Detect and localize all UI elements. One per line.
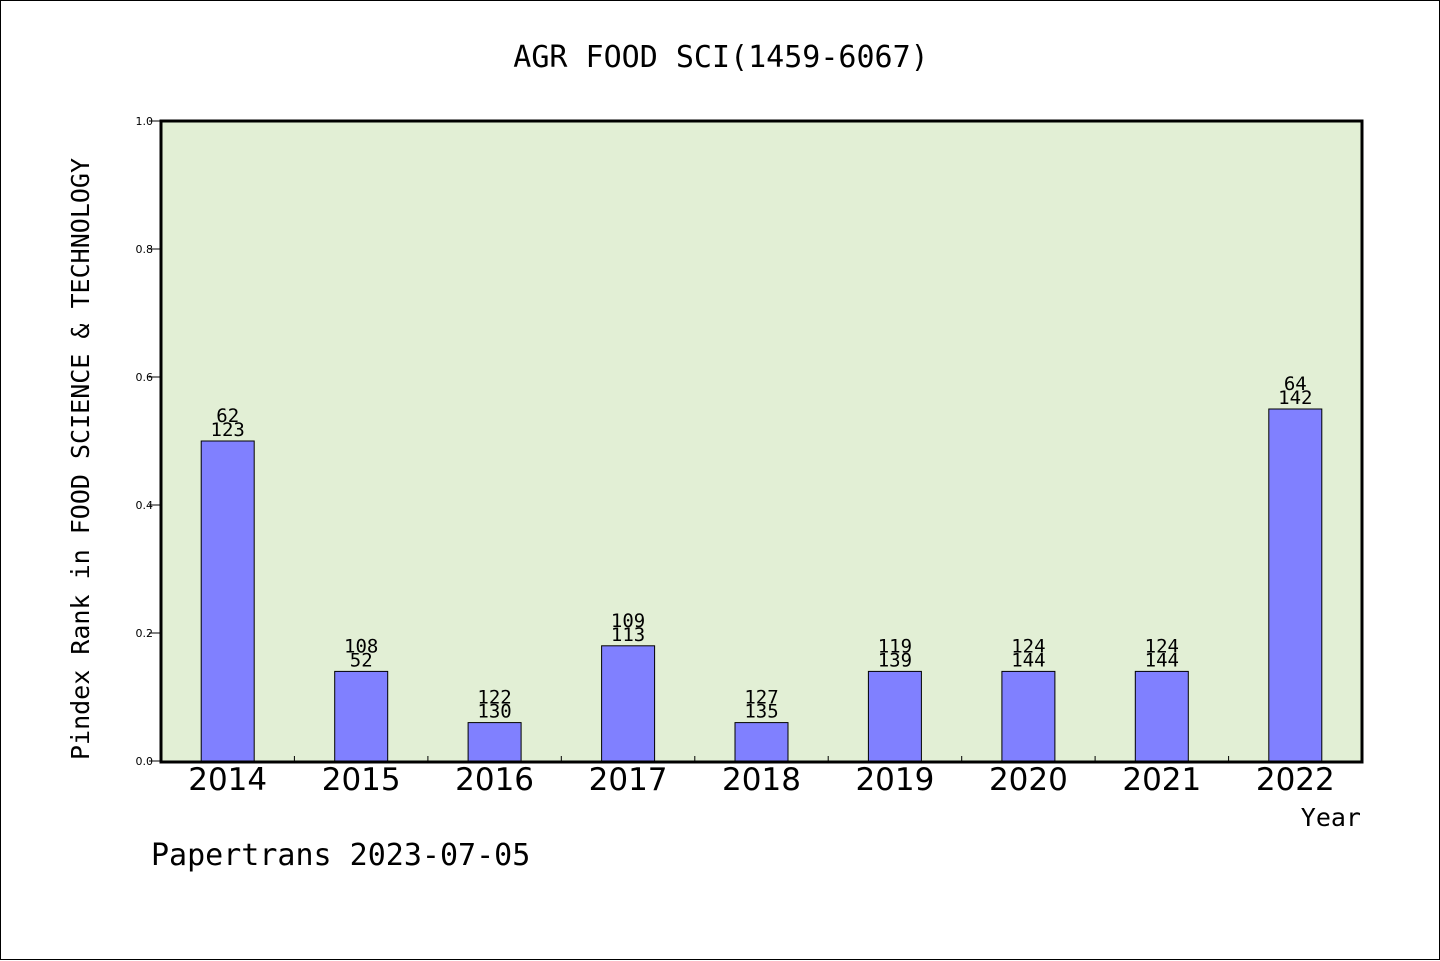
bar-label-top-2018: 127 <box>744 687 778 709</box>
y-axis: 0.0 0.2 0.4 0.6 0.8 1.0 <box>136 115 161 768</box>
x-tick-label-2022: 2022 <box>1256 762 1335 798</box>
bar-label-top-2016: 122 <box>477 687 511 709</box>
bar-label-bottom-2014: 123 <box>211 419 245 441</box>
y-tick-label: 0.8 <box>136 243 154 256</box>
x-tick-label-2014: 2014 <box>188 762 267 798</box>
bars-layer <box>200 408 1323 762</box>
bar-2018 <box>734 722 789 762</box>
bar-2015 <box>334 670 389 762</box>
y-tick-label: 0.4 <box>136 499 154 512</box>
chart-title: AGR FOOD SCI(1459-6067) <box>513 40 928 75</box>
bar-label-top-2017: 109 <box>611 610 645 632</box>
bar-label-top-2022: 64 <box>1284 373 1307 395</box>
bar-2020 <box>1001 670 1056 762</box>
x-tick-label-2015: 2015 <box>322 762 401 798</box>
bar-2022 <box>1268 408 1323 762</box>
y-axis-label: Pindex Rank in FOOD SCIENCE & TECHNOLOGY <box>66 158 95 760</box>
bar-labels-layer: 6212310852122130109113127135119139124144… <box>211 373 1313 723</box>
bar-label-bottom-2016: 130 <box>477 701 511 723</box>
bar-label-bottom-2019: 139 <box>878 649 912 671</box>
bar-label-bottom-2020: 144 <box>1011 649 1045 671</box>
y-tick-label: 1.0 <box>136 115 154 128</box>
bar-2016 <box>467 722 522 762</box>
plot-area <box>161 121 1362 762</box>
bar-2014 <box>200 440 255 762</box>
bar-label-top-2015: 108 <box>344 635 378 657</box>
y-tick-label: 0.6 <box>136 371 154 384</box>
x-tick-label-2018: 2018 <box>722 762 801 798</box>
bar-label-bottom-2015: 52 <box>350 649 373 671</box>
y-tick-label: 0.0 <box>136 755 154 768</box>
watermark-text: Papertrans 2023-07-05 <box>151 838 530 873</box>
bar-label-top-2021: 124 <box>1145 635 1179 657</box>
bar-label-bottom-2018: 135 <box>744 701 778 723</box>
bar-label-top-2014: 62 <box>216 405 239 427</box>
x-axis-label: Year <box>1301 803 1361 832</box>
bar-label-bottom-2022: 142 <box>1278 387 1312 409</box>
bar-label-top-2019: 119 <box>878 635 912 657</box>
plot-border <box>159 119 1364 764</box>
x-tick-label-2019: 2019 <box>855 762 934 798</box>
bar-label-bottom-2021: 144 <box>1145 649 1179 671</box>
x-tick-label-2020: 2020 <box>989 762 1068 798</box>
x-tick-label-2017: 2017 <box>589 762 668 798</box>
bar-2017 <box>601 645 656 762</box>
bar-label-top-2020: 124 <box>1011 635 1045 657</box>
bar-label-bottom-2017: 113 <box>611 624 645 646</box>
bar-2019 <box>867 670 922 762</box>
x-axis: 2014 2015 2016 2017 2018 2019 2020 2021 2022 <box>188 756 1335 798</box>
y-tick-label: 0.2 <box>136 627 154 640</box>
x-tick-label-2016: 2016 <box>455 762 534 798</box>
bar-2021 <box>1134 670 1189 762</box>
x-tick-label-2021: 2021 <box>1122 762 1201 798</box>
